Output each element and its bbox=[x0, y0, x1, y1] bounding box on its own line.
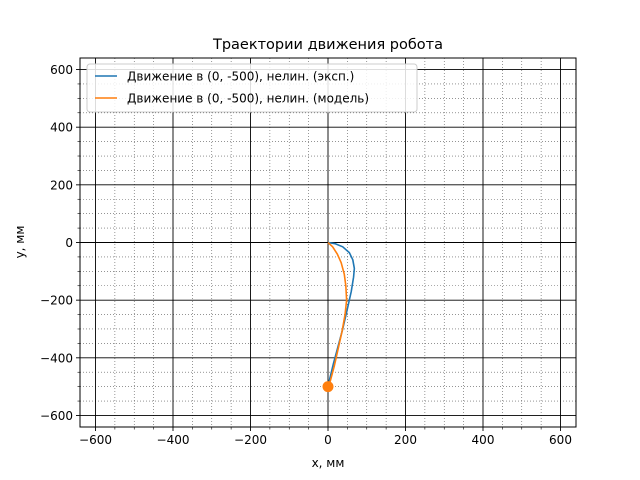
y-tick-label: −600 bbox=[40, 409, 73, 423]
x-axis-label: x, мм bbox=[312, 456, 345, 470]
target-point-marker bbox=[322, 381, 334, 393]
x-tick-label: 600 bbox=[549, 433, 572, 447]
y-tick-label: 400 bbox=[50, 121, 73, 135]
y-tick-label: 200 bbox=[50, 178, 73, 192]
axes-frame bbox=[79, 57, 577, 428]
series-line-1 bbox=[327, 241, 356, 387]
chart-title: Траектории движения робота bbox=[212, 37, 443, 53]
legend-label-2: Движение в (0, -500), нелин. (модель) bbox=[127, 92, 369, 106]
y-tick-label: 600 bbox=[50, 63, 73, 77]
legend-box bbox=[86, 63, 418, 113]
x-tick-label: −600 bbox=[79, 433, 112, 447]
y-tick-label: 0 bbox=[65, 236, 73, 250]
legend-label-1: Движение в (0, -500), нелин. (эксп.) bbox=[127, 70, 354, 84]
x-tick-label: 400 bbox=[472, 433, 495, 447]
y-tick-label: −400 bbox=[40, 351, 73, 365]
x-tick-label: 200 bbox=[394, 433, 417, 447]
y-axis-label: y, мм bbox=[13, 226, 27, 259]
x-tick-label: 0 bbox=[324, 433, 332, 447]
y-tick-label: −200 bbox=[40, 294, 73, 308]
series-line-2 bbox=[327, 241, 348, 387]
plot-area: −600 −400 −200 0 200 400 600 −600 −400 −200 0 200 40… bbox=[40, 57, 577, 447]
x-tick-label: −200 bbox=[234, 433, 267, 447]
x-tick-label: −400 bbox=[157, 433, 190, 447]
